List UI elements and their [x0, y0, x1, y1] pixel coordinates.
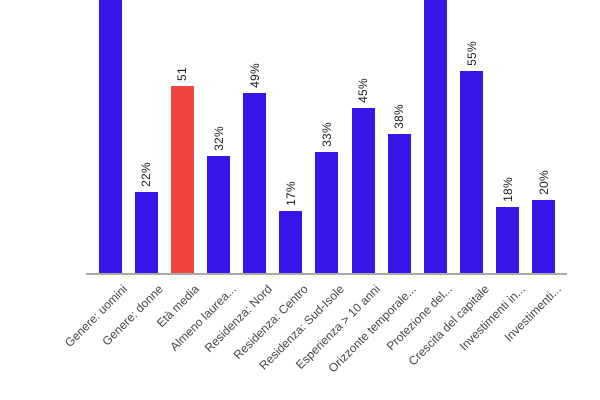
bar-value-label: 17%: [283, 180, 298, 206]
bar[interactable]: [98, 0, 122, 273]
bar-value-label: 38%: [392, 103, 407, 129]
bar[interactable]: [170, 85, 194, 273]
bar-value-label: 32%: [211, 125, 226, 151]
bar-value-label: 20%: [536, 169, 551, 195]
bar-value-label: 49%: [247, 63, 262, 89]
bar[interactable]: [423, 0, 447, 273]
bar-value-label: 51: [175, 66, 190, 81]
bar[interactable]: [243, 93, 267, 273]
bar[interactable]: [279, 210, 303, 273]
bar-value-label: 33%: [319, 121, 334, 147]
bar-value-label: 45%: [356, 77, 371, 103]
bar[interactable]: [532, 199, 556, 273]
bar[interactable]: [496, 206, 520, 273]
x-axis-line: [86, 273, 567, 275]
bar[interactable]: [351, 107, 375, 273]
bar-value-label: 18%: [500, 177, 515, 202]
bar-value-label: 55%: [464, 41, 479, 67]
bar[interactable]: [315, 151, 339, 273]
bar-value-label: 22%: [139, 162, 154, 188]
bar[interactable]: [134, 192, 158, 273]
bar[interactable]: [207, 155, 231, 273]
bar[interactable]: [387, 133, 411, 273]
bar[interactable]: [460, 71, 484, 273]
x-axis-labels: Genere: uomini Genere: donne Età media Alme…: [62, 277, 564, 377]
